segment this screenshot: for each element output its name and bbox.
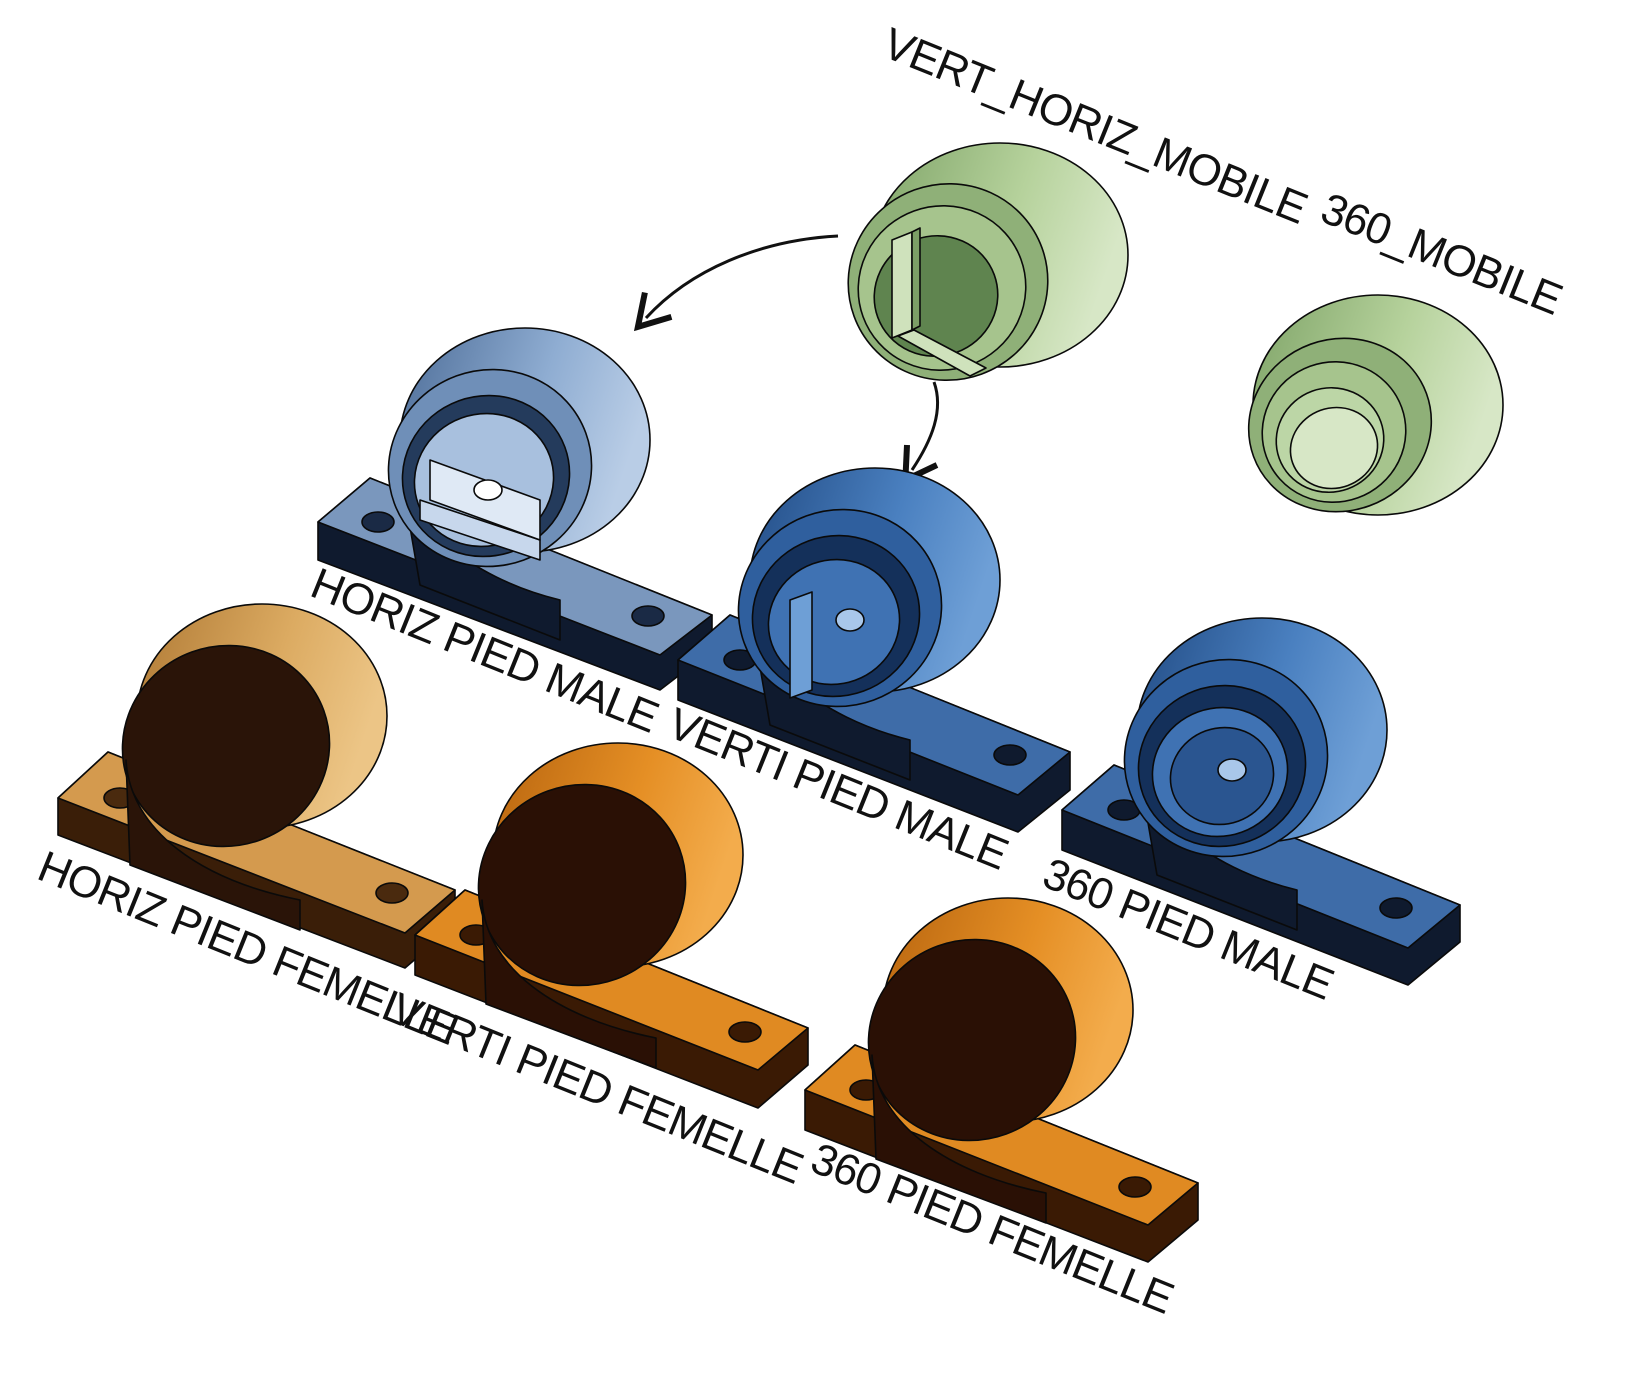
horiz-pied-femelle-part — [57, 603, 456, 969]
arrow-to-horiz-pied-male — [633, 234, 839, 332]
pied-male-360-part — [1061, 617, 1461, 986]
pied-femelle-360-part — [804, 897, 1199, 1263]
verti-pied-male-part — [677, 467, 1071, 833]
horiz-pied-male-part — [317, 327, 713, 691]
arrow-to-verti-pied-male — [902, 381, 939, 485]
vert-horiz-mobile-part — [847, 142, 1129, 382]
verti-pied-femelle-part — [414, 742, 809, 1109]
mobile-360-part — [1247, 294, 1504, 516]
